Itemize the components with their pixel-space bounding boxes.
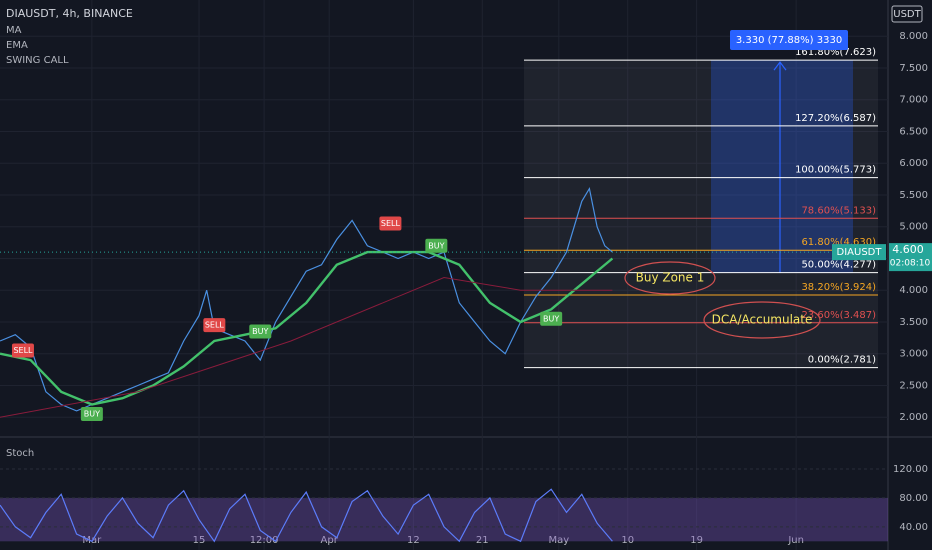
signal-label: SELL <box>13 346 33 355</box>
fib-label: 100.00%(5.773) <box>795 165 876 176</box>
y-tick-label: 5.500 <box>899 190 928 201</box>
x-tick-label: 15 <box>193 535 206 546</box>
signal <box>80 407 103 422</box>
signal-label: BUY <box>252 327 268 336</box>
y-tick-label: 4.000 <box>899 285 928 296</box>
indicator[interactable]: MA <box>6 25 22 36</box>
signal <box>11 343 34 358</box>
x-tick-label: May <box>548 535 569 546</box>
y-tick-label: 3.000 <box>899 349 928 360</box>
series-line <box>0 488 613 543</box>
fib-label: 23.60%(3.487) <box>801 310 876 321</box>
stoch-title[interactable]: Stoch <box>6 448 34 459</box>
price-countdown: 02:08:10 <box>890 259 931 269</box>
signal-label: BUY <box>84 410 100 419</box>
measure-arrowhead <box>773 61 787 71</box>
x-tick-label: Apr <box>321 535 339 546</box>
axis-unit[interactable]: USDT <box>893 9 921 20</box>
y-tick-label: 2.500 <box>899 380 928 391</box>
signal <box>425 238 448 253</box>
price-tag <box>889 243 932 272</box>
fib-label: 0.00%(2.781) <box>808 355 876 366</box>
y-tick-label: 2.000 <box>899 412 928 423</box>
y-tick-label: 7.000 <box>899 95 928 106</box>
fib-label: 38.20%(3.924) <box>801 282 876 293</box>
price-name-box <box>832 244 886 261</box>
y-tick-label: 7.500 <box>899 63 928 74</box>
y-tick-label: 3.500 <box>899 317 928 328</box>
signal <box>379 216 402 231</box>
y-tick-label: 5.000 <box>899 222 928 233</box>
fib-label: 50.00%(4.277) <box>801 260 876 271</box>
y-tick-label: 40.00 <box>899 522 928 533</box>
x-tick-label: Jun <box>787 535 804 546</box>
annotation-ellipse <box>624 261 716 295</box>
fib-label: 127.20%(6.587) <box>795 113 876 124</box>
measure-area <box>711 60 853 273</box>
signal-label: SELL <box>381 219 401 228</box>
measure-label: 3.330 (77.88%) 3330 <box>736 35 842 46</box>
y-tick-label: 6.500 <box>899 126 928 137</box>
signal-label: BUY <box>543 314 559 323</box>
fib-label: 61.80%(4.630) <box>801 237 876 248</box>
fib-label: 161.80%(7.623) <box>795 47 876 58</box>
y-tick-label: 80.00 <box>899 493 928 504</box>
measure-box <box>730 30 848 50</box>
fib-label: 78.60%(5.133) <box>801 205 876 216</box>
annotation: Buy Zone 1 <box>636 271 705 285</box>
annotation: DCA/Accumulate <box>712 313 813 327</box>
price-name: DIAUSDT <box>837 247 883 258</box>
symbol[interactable]: DIAUSDT, 4h, BINANCE <box>6 7 133 20</box>
price-label: 4.600 <box>892 243 924 256</box>
y-tick-label: 120.00 <box>893 464 928 475</box>
annotation-ellipse <box>703 301 821 339</box>
signal-label: SELL <box>205 321 225 330</box>
indicator[interactable]: EMA <box>6 40 28 51</box>
series-line <box>0 276 613 418</box>
stoch-band <box>0 497 888 542</box>
y-tick-label: 6.000 <box>899 158 928 169</box>
x-tick-label: 12:00 <box>250 535 279 546</box>
y-tick-label: 8.000 <box>899 31 928 42</box>
x-tick-label: 19 <box>690 535 703 546</box>
x-tick-label: 10 <box>621 535 634 546</box>
unit-box[interactable] <box>891 5 923 23</box>
signal-label: BUY <box>428 241 444 250</box>
indicator[interactable]: SWING CALL <box>6 55 69 66</box>
signal <box>249 324 272 339</box>
series-line <box>0 250 614 406</box>
x-tick-label: 12 <box>407 535 420 546</box>
signal <box>540 311 563 326</box>
x-tick-label: 21 <box>476 535 489 546</box>
signal <box>203 318 226 333</box>
